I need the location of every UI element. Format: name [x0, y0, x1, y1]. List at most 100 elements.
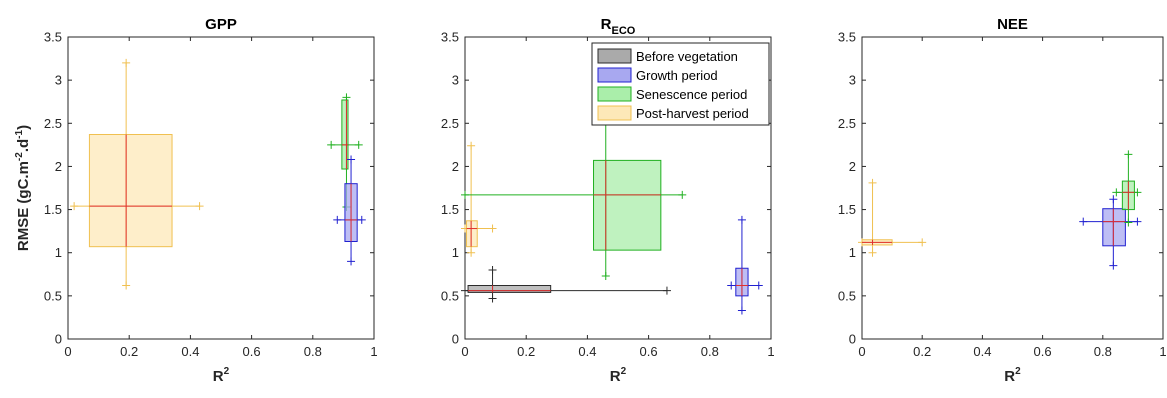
whisker-end-marker	[354, 140, 363, 149]
panel-title-text: GPP	[205, 16, 237, 33]
y-tick-label: 1.5	[838, 202, 856, 217]
x-tick-label: 0.4	[973, 344, 991, 359]
x-tick-label: 0	[64, 344, 71, 359]
y-tick-label: 3	[849, 73, 856, 88]
x-axis-label: R2	[1004, 366, 1021, 385]
y-tick-label: 1	[55, 245, 62, 260]
whisker-end-marker	[1112, 188, 1121, 197]
whisker-end-marker	[195, 202, 204, 211]
box-senescence-period	[1112, 150, 1142, 227]
y-tick-label: 0.5	[44, 288, 62, 303]
x-tick-label: 0.2	[120, 344, 138, 359]
x-tick-label: 0	[858, 344, 865, 359]
whisker-end-marker	[467, 141, 476, 150]
x-axis-label-superscript: 2	[621, 366, 627, 377]
x-axis-label: R2	[610, 366, 627, 385]
whisker-end-marker	[70, 202, 79, 211]
whisker-end-marker	[737, 306, 746, 315]
whisker-end-marker	[1109, 195, 1118, 204]
x-axis-label-superscript: 2	[224, 366, 230, 377]
box-growth-period	[727, 215, 763, 315]
legend: Before vegetation Growth period Senescence…	[591, 42, 770, 126]
legend-label: Senescence period	[636, 87, 747, 102]
panel-title-subscript: ECO	[612, 25, 636, 37]
y-tick-label: 0	[452, 332, 459, 347]
whisker-end-marker	[461, 190, 469, 199]
y-tick-label: 2.5	[441, 116, 459, 131]
y-axis-label-part: .d	[15, 139, 32, 152]
x-axis-label: R2	[213, 366, 230, 385]
x-tick-label: 0.2	[913, 344, 931, 359]
whisker-end-marker	[868, 248, 877, 257]
x-axis-label-text: R	[610, 368, 621, 385]
panel-title: GPP	[205, 16, 237, 33]
legend-swatch	[597, 105, 632, 121]
y-tick-label: 3.5	[441, 30, 459, 45]
box-rect	[593, 159, 662, 251]
whisker-end-marker	[327, 140, 336, 149]
whisker-end-marker	[488, 265, 497, 274]
whisker-end-marker	[461, 286, 469, 295]
box-rect	[1102, 208, 1126, 247]
y-tick-label: 0.5	[838, 288, 856, 303]
y-axis-label: RMSE (gC.m-2.d-1)	[14, 125, 32, 251]
whisker-end-marker	[1109, 261, 1118, 270]
whisker-end-marker	[601, 272, 610, 281]
panel-title: RECO	[601, 16, 636, 37]
x-tick-label: 0.2	[517, 344, 535, 359]
x-tick-label: 0.8	[701, 344, 719, 359]
x-tick-label: 1	[370, 344, 377, 359]
whisker-end-marker	[1079, 217, 1088, 226]
whisker-end-marker	[347, 257, 356, 266]
box-rect	[88, 134, 173, 248]
legend-label: Post-harvest period	[636, 106, 749, 121]
y-tick-label: 3.5	[44, 30, 62, 45]
legend-swatch	[597, 67, 632, 83]
y-tick-label: 2	[849, 159, 856, 174]
whisker-end-marker	[122, 58, 131, 67]
box-post-harvest-period	[70, 58, 204, 290]
box-rect	[341, 99, 349, 170]
whisker-end-marker	[1133, 217, 1142, 226]
axes-box	[861, 36, 1164, 340]
panel-title: NEE	[997, 16, 1028, 33]
panel-title-text: NEE	[997, 16, 1028, 33]
x-tick-label: 0.8	[1094, 344, 1112, 359]
box-growth-period	[333, 155, 366, 266]
y-tick-label: 1	[452, 245, 459, 260]
x-tick-label: 0.8	[304, 344, 322, 359]
whisker-end-marker	[122, 281, 131, 290]
y-tick-label: 1	[849, 245, 856, 260]
x-tick-label: 0	[461, 344, 468, 359]
whisker-end-marker	[347, 155, 356, 164]
whisker-end-marker	[754, 281, 763, 290]
whisker-end-marker	[727, 281, 736, 290]
panel-title-text: R	[601, 16, 612, 33]
box-post-harvest-period	[858, 178, 927, 257]
x-tick-label: 0.4	[181, 344, 199, 359]
y-tick-label: 0	[849, 332, 856, 347]
y-axis-label-part: )	[15, 125, 32, 130]
whisker-end-marker	[662, 286, 671, 295]
y-axis-label-part: RMSE (gC.m	[15, 161, 32, 251]
whisker-end-marker	[737, 215, 746, 224]
whisker-end-marker	[488, 224, 497, 233]
box-rect	[466, 220, 478, 248]
whisker-end-marker	[467, 248, 476, 257]
y-tick-label: 3.5	[838, 30, 856, 45]
y-tick-label: 1.5	[441, 202, 459, 217]
y-tick-label: 1.5	[44, 202, 62, 217]
y-tick-label: 2.5	[838, 116, 856, 131]
whisker-end-marker	[488, 294, 497, 303]
x-tick-label: 0.6	[1034, 344, 1052, 359]
box-before-vegetation	[461, 265, 671, 303]
y-tick-label: 0	[55, 332, 62, 347]
box-senescence-period	[461, 62, 687, 281]
y-tick-label: 3	[452, 73, 459, 88]
legend-swatch	[597, 48, 632, 64]
whisker-end-marker	[1124, 218, 1133, 227]
x-axis-label-superscript: 2	[1015, 366, 1021, 377]
y-axis-label-part: -1	[14, 129, 25, 138]
x-axis-label-text: R	[213, 368, 224, 385]
